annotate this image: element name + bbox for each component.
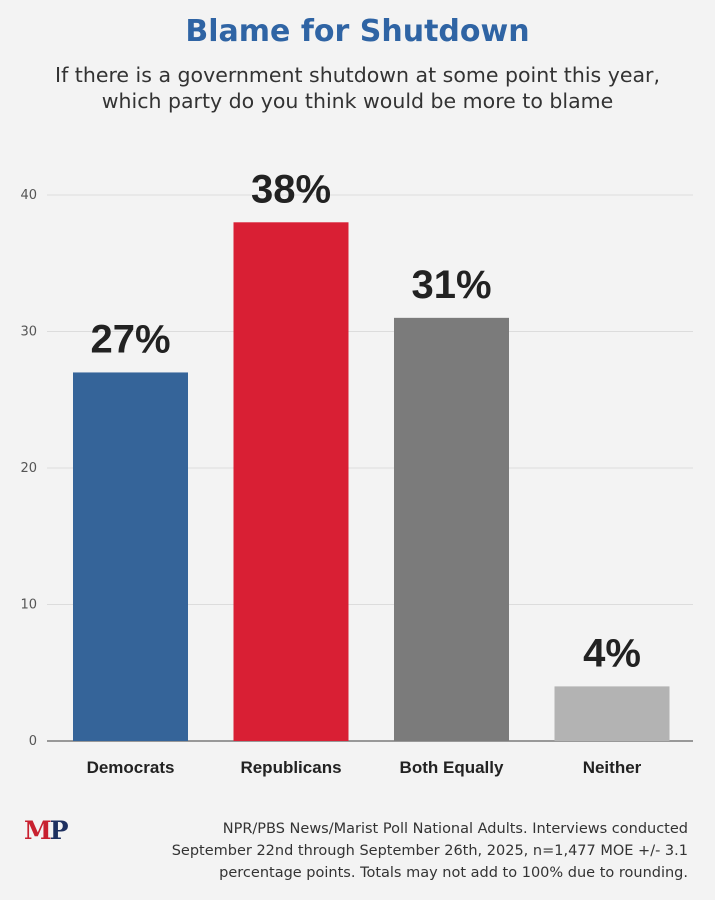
chart-title: Blame for Shutdown — [185, 14, 530, 49]
data-label-both-equally: 31% — [411, 263, 491, 307]
y-tick-label-30: 30 — [20, 325, 37, 340]
x-tick-label-republicans: Republicans — [240, 758, 341, 777]
y-tick-label-20: 20 — [20, 461, 37, 476]
bar-neither — [554, 686, 670, 741]
logo-letter-p: P — [49, 816, 69, 845]
y-tick-label-10: 10 — [20, 598, 37, 613]
source-line-2: September 22nd through September 26th, 2… — [171, 843, 688, 859]
source-note: NPR/PBS News/Marist Poll National Adults… — [108, 818, 688, 884]
data-label-democrats: 27% — [90, 317, 170, 361]
bar-republicans — [233, 222, 349, 742]
y-tick-label-0: 0 — [29, 734, 37, 749]
logo-letter-m: M — [24, 816, 52, 845]
data-label-republicans: 38% — [251, 167, 331, 211]
bar-chart: 0 10 20 30 40 27% Democrats 38% Republicans 31% Bo… — [20, 167, 693, 777]
bar-both-equally — [394, 317, 509, 741]
x-tick-label-neither: Neither — [583, 758, 642, 777]
x-tick-label-democrats: Democrats — [87, 758, 175, 777]
subtitle-line-1: If there is a government shutdown at som… — [55, 63, 660, 87]
source-line-1: NPR/PBS News/Marist Poll National Adults… — [222, 821, 688, 837]
data-label-neither: 4% — [583, 631, 641, 675]
bar-democrats — [73, 372, 188, 741]
x-tick-label-both-equally: Both Equally — [400, 758, 504, 777]
y-tick-label-40: 40 — [20, 188, 37, 203]
subtitle-line-2: which party do you think would be more t… — [101, 89, 614, 113]
marist-poll-logo: MP — [24, 816, 69, 845]
chart-subtitle: If there is a government shutdown at som… — [0, 62, 715, 114]
source-line-3: percentage points. Totals may not add to… — [219, 865, 688, 881]
